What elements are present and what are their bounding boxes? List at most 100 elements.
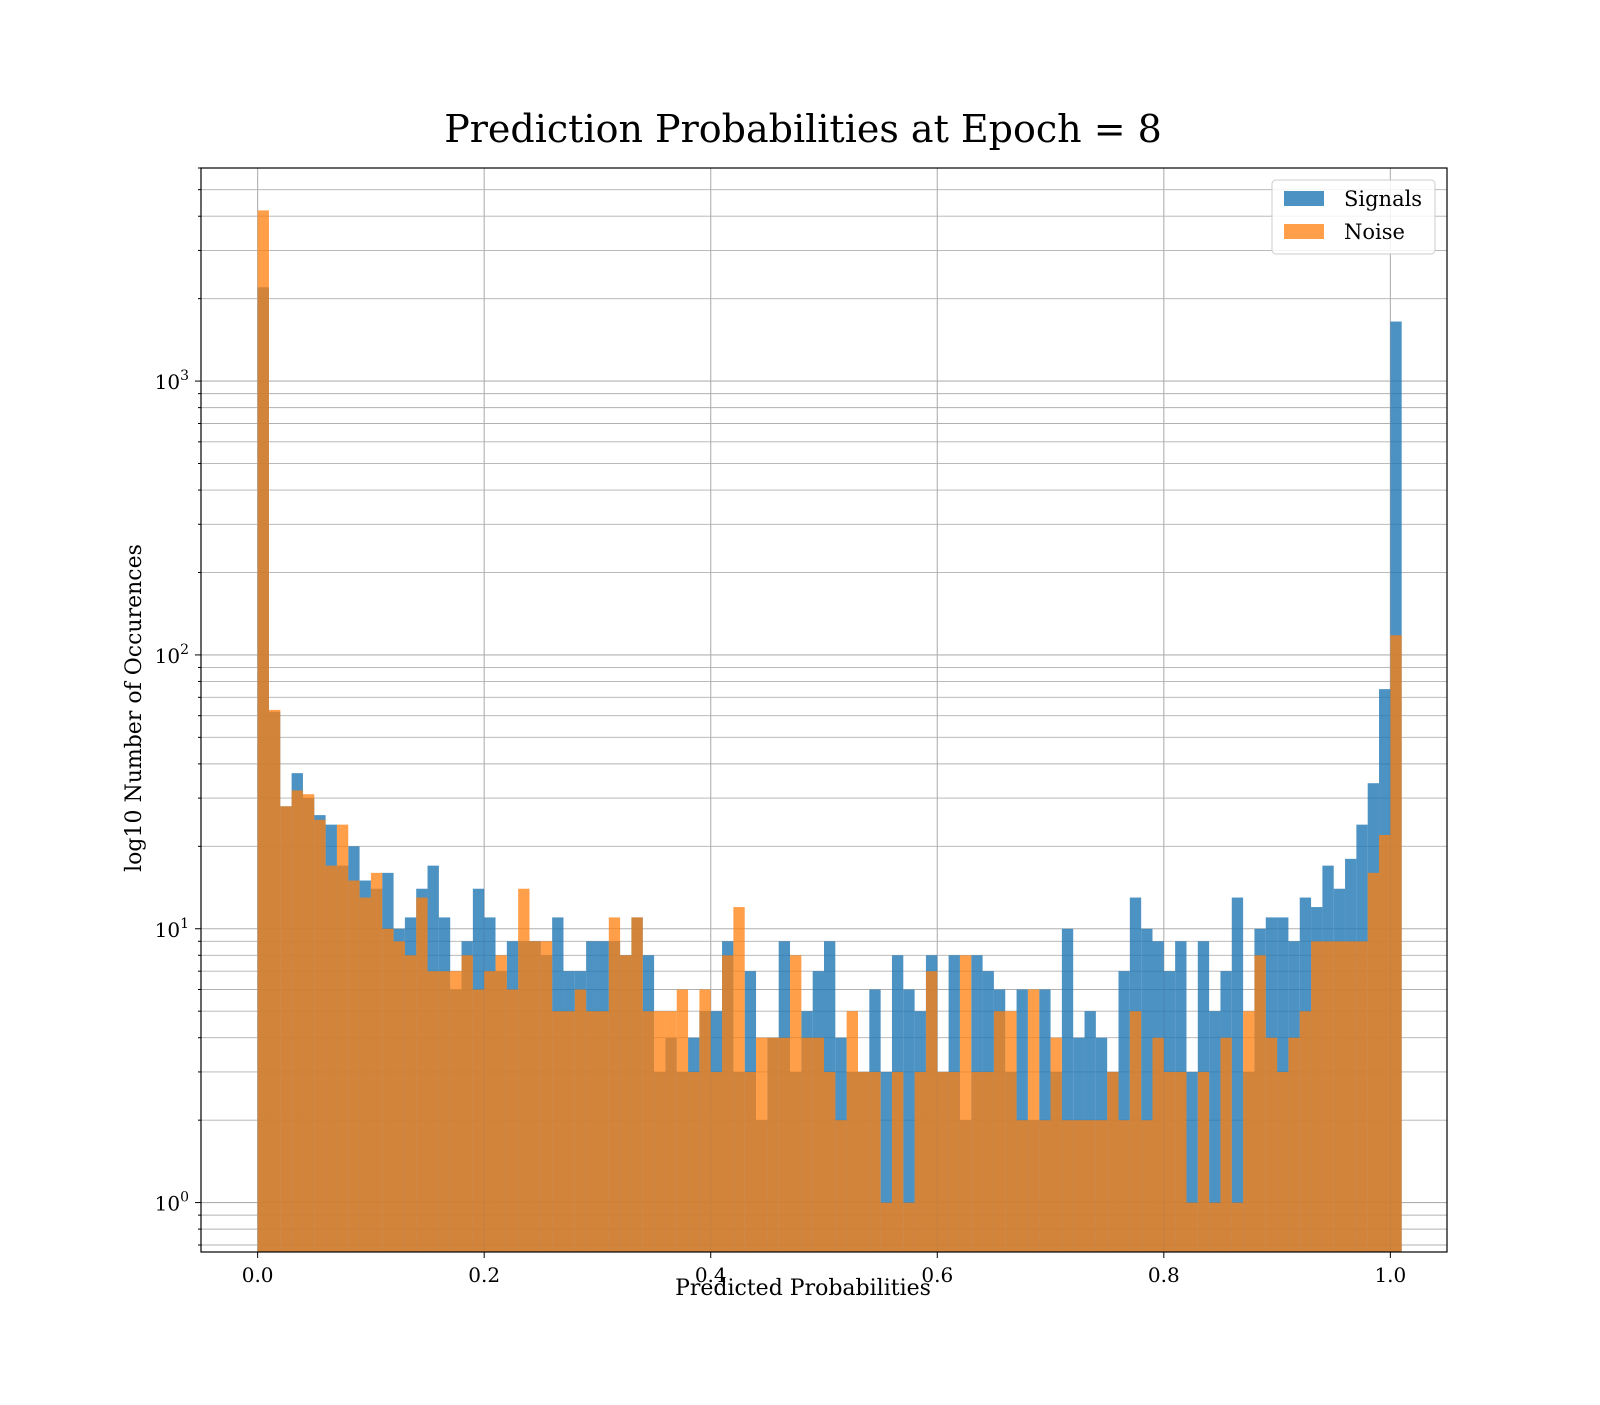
bar-signals [1186, 1071, 1198, 1252]
bar-noise [1243, 1011, 1255, 1252]
bar-noise [302, 794, 315, 1252]
bar-noise [1073, 1120, 1085, 1252]
bar-noise [676, 989, 689, 1252]
bar-noise [1231, 1202, 1244, 1252]
bar-noise [1333, 941, 1346, 1252]
bar-noise [756, 1037, 768, 1252]
x-axis-label: Predicted Probabilities [675, 1276, 931, 1301]
bar-noise [1288, 1037, 1300, 1252]
bar-noise [642, 1011, 655, 1252]
legend-label-noise: Noise [1344, 220, 1405, 244]
axis-ticks: 0.0 0.2 0.4 0.6 0.8 1.0 100 101 102 103 [155, 167, 1406, 1287]
bar-noise [404, 955, 417, 1252]
series-noise [257, 210, 1402, 1253]
bar-noise [450, 971, 462, 1252]
bar-noise [495, 955, 507, 1252]
bar-noise [903, 1202, 915, 1252]
bar-noise [529, 941, 541, 1252]
bar-noise [1175, 1071, 1187, 1252]
bar-noise [891, 1071, 904, 1252]
bar-noise [846, 1011, 858, 1252]
bar-noise [824, 1071, 836, 1252]
bar-noise [1356, 941, 1368, 1252]
bar-noise [348, 880, 360, 1252]
bar-noise [608, 917, 621, 1252]
bar-noise [552, 1011, 564, 1252]
chart-title: Prediction Probabilities at Epoch = 8 [444, 107, 1162, 151]
bar-noise [1129, 1011, 1142, 1252]
bar-signals [1118, 971, 1130, 1252]
bar-noise [382, 928, 394, 1252]
histogram-bars [257, 210, 1402, 1253]
x-tick-label: 0.4 [695, 1263, 727, 1287]
y-tick-label: 103 [155, 368, 189, 394]
bar-noise [948, 1071, 960, 1252]
bar-noise [1095, 1120, 1108, 1252]
bar-noise [778, 1037, 791, 1252]
bar-noise [1209, 1202, 1221, 1252]
bar-noise [959, 955, 972, 1252]
bar-noise [801, 1037, 813, 1252]
bar-noise [280, 806, 292, 1252]
legend-label-signals: Signals [1344, 187, 1422, 211]
bar-noise [438, 971, 451, 1252]
bar-noise [586, 1011, 598, 1252]
bar-noise [1277, 1071, 1289, 1252]
bar-signals [1141, 928, 1153, 1252]
y-tick-label: 100 [155, 1190, 189, 1216]
x-tick-label: 1.0 [1374, 1263, 1406, 1287]
bar-noise [937, 1071, 949, 1252]
bar-noise [506, 989, 519, 1252]
y-tick-label: 102 [155, 642, 189, 668]
bar-noise [812, 1037, 824, 1252]
bar-noise [744, 1071, 757, 1252]
bar-noise [654, 1011, 666, 1252]
bar-noise [790, 955, 802, 1252]
bar-noise [427, 971, 439, 1252]
bar-noise [1390, 635, 1402, 1252]
x-tick-label: 0.8 [1148, 1263, 1180, 1287]
bar-noise [880, 1202, 892, 1252]
bar-noise [722, 955, 734, 1252]
bar-noise [336, 824, 349, 1252]
plot-frame [200, 167, 1448, 1253]
bar-noise [1220, 1037, 1232, 1252]
bar-noise [268, 709, 281, 1252]
x-tick-label: 0.2 [468, 1263, 500, 1287]
bar-noise [314, 819, 326, 1252]
bar-noise [631, 917, 643, 1252]
y-tick-label: 101 [155, 916, 189, 942]
bar-noise [291, 790, 303, 1252]
bar-noise [1005, 1011, 1017, 1252]
bar-noise [461, 955, 473, 1252]
bar-noise [1084, 1120, 1096, 1252]
bar-noise [1061, 1120, 1074, 1252]
bar-noise [472, 989, 485, 1252]
bar-noise [257, 210, 269, 1253]
bar-noise [325, 865, 337, 1252]
bar-noise [971, 1071, 983, 1252]
bar-noise [1016, 1120, 1028, 1252]
bar-noise [914, 1071, 926, 1252]
bar-noise [993, 1011, 1006, 1252]
bar-noise [1107, 1071, 1119, 1252]
bar-signals [1061, 928, 1074, 1252]
bar-noise [1367, 872, 1380, 1252]
bar-noise [857, 1071, 870, 1252]
bar-noise [925, 971, 938, 1252]
bar-noise [699, 989, 711, 1252]
bar-noise [767, 1037, 779, 1252]
bar-signals [1231, 897, 1244, 1252]
bar-signals [903, 989, 915, 1252]
bar-noise [1118, 1120, 1130, 1252]
bar-noise [665, 1011, 677, 1252]
bar-noise [574, 989, 587, 1252]
bar-noise [1379, 834, 1391, 1252]
bar-noise [1254, 955, 1266, 1252]
bar-noise [869, 1071, 881, 1252]
bar-noise [733, 907, 745, 1252]
bar-signals [880, 1071, 892, 1252]
bar-noise [1152, 1037, 1164, 1252]
x-tick-label: 0.6 [921, 1263, 953, 1287]
